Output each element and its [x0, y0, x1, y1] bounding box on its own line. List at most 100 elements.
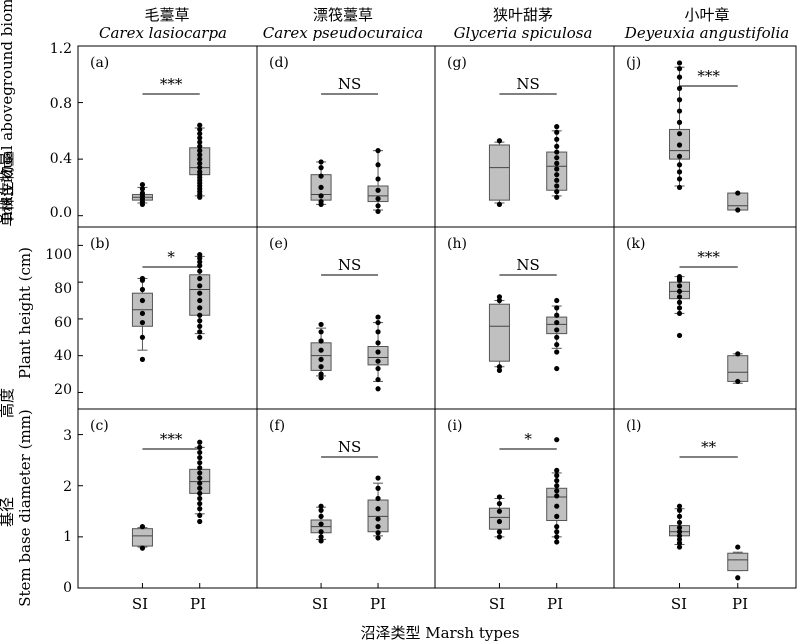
data-point — [554, 503, 560, 509]
data-point — [676, 544, 683, 550]
data-point — [197, 275, 203, 282]
data-point — [318, 503, 324, 509]
data-point — [375, 365, 381, 372]
data-point — [197, 143, 203, 149]
data-point — [676, 131, 683, 137]
box-pi — [727, 544, 749, 581]
box-si — [488, 494, 510, 540]
data-point — [197, 268, 203, 274]
box-pi — [546, 297, 568, 372]
data-point — [197, 485, 203, 491]
data-point — [496, 297, 503, 304]
box-si — [488, 138, 510, 207]
box-iqr — [131, 528, 153, 547]
significance-label: NS — [338, 75, 361, 93]
data-point — [496, 364, 503, 370]
data-point — [197, 251, 203, 258]
data-point — [197, 259, 203, 265]
data-point — [554, 472, 560, 479]
data-point — [197, 148, 203, 154]
panel-label: (l) — [626, 418, 641, 434]
data-point — [318, 356, 324, 362]
ytick-label: 0.0 — [50, 205, 72, 221]
data-point — [318, 321, 324, 328]
data-point — [318, 173, 324, 179]
significance-label: *** — [697, 248, 720, 266]
panel: (k) *** — [613, 226, 797, 410]
data-point — [554, 342, 560, 348]
data-point — [318, 513, 324, 520]
data-point — [375, 148, 381, 154]
data-point — [676, 74, 683, 80]
row2-ylabel-en: Plant height (cm) — [16, 247, 34, 379]
data-point — [554, 155, 560, 161]
data-point — [676, 119, 683, 125]
data-point — [197, 305, 203, 311]
data-point — [496, 529, 503, 535]
species-latin-1: Carex lasiocarpa — [99, 24, 227, 42]
ytick-label: 60 — [54, 315, 72, 331]
data-point — [318, 184, 324, 191]
panel: (b) * — [77, 226, 258, 410]
box-si — [669, 60, 691, 191]
data-point — [676, 529, 683, 535]
data-point — [375, 319, 381, 326]
data-point — [676, 299, 683, 305]
data-point — [197, 334, 203, 340]
panel-label: (a) — [90, 55, 109, 71]
data-point — [139, 356, 146, 362]
species-latin-4: Deyeuxia angustifolia — [624, 24, 789, 42]
data-point — [554, 437, 560, 443]
data-point — [139, 286, 146, 293]
data-point — [676, 525, 683, 531]
xcat-pi: PI — [370, 595, 386, 613]
panel: (e) NS — [256, 226, 436, 410]
data-point — [554, 177, 560, 183]
box-iqr — [488, 303, 510, 362]
significance-label: NS — [338, 256, 361, 274]
data-point — [197, 122, 203, 128]
box-pi — [727, 190, 749, 213]
box-pi — [546, 437, 568, 545]
significance-label: *** — [697, 67, 720, 85]
data-point — [139, 190, 146, 196]
data-point — [197, 126, 203, 133]
ytick-label: 40 — [54, 348, 72, 364]
data-point — [554, 529, 560, 535]
panel: (c) *** — [77, 408, 258, 589]
data-point — [375, 516, 381, 522]
data-point — [375, 475, 381, 481]
data-point — [676, 503, 683, 509]
data-point — [735, 207, 741, 213]
data-point — [318, 538, 324, 544]
data-point — [197, 318, 203, 324]
data-point — [676, 519, 683, 526]
panel: (l) ** — [613, 408, 797, 589]
data-point — [735, 575, 741, 581]
box-si — [669, 503, 691, 550]
data-point — [554, 172, 560, 178]
data-point — [676, 533, 683, 539]
xcat-si: SI — [671, 595, 687, 613]
panel: (h) NS — [434, 226, 615, 410]
data-point — [554, 513, 560, 520]
data-point — [676, 294, 683, 300]
ytick-label: 0.4 — [50, 151, 72, 167]
box-si — [488, 294, 510, 373]
data-point — [554, 194, 560, 200]
data-point — [375, 386, 381, 392]
data-point — [375, 506, 381, 512]
ytick-label: 20 — [54, 382, 72, 398]
data-point — [554, 124, 560, 130]
ytick-label: 2 — [63, 479, 72, 495]
data-point — [676, 507, 683, 513]
panel-label: (b) — [90, 236, 110, 252]
row3-ylabel-cn: 基径 — [0, 497, 16, 527]
box-si — [131, 181, 153, 207]
data-point — [676, 153, 683, 159]
data-point — [496, 508, 503, 514]
data-point — [375, 524, 381, 530]
ytick-label: 3 — [63, 428, 72, 444]
box-pi — [546, 124, 568, 200]
panel-label: (g) — [447, 55, 467, 71]
